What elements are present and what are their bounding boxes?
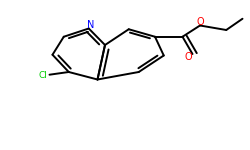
Text: N: N — [87, 21, 94, 30]
Text: Cl: Cl — [38, 71, 47, 80]
Text: O: O — [184, 52, 192, 62]
Text: O: O — [196, 17, 204, 27]
